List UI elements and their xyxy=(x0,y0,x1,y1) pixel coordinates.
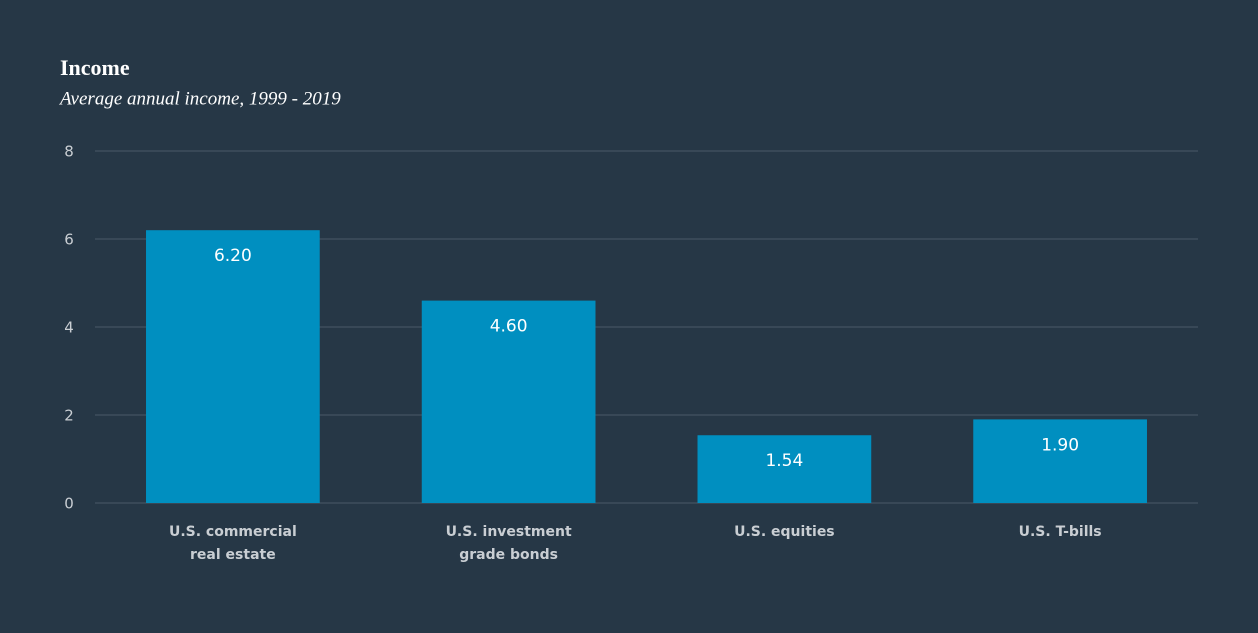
x-tick-label-line: U.S. commercial xyxy=(169,524,297,540)
bar xyxy=(973,419,1147,503)
bar xyxy=(697,435,872,503)
value-label: 1.90 xyxy=(1041,435,1079,455)
x-tick-label-line: U.S. T-bills xyxy=(1019,524,1102,540)
x-tick-label: U.S. commercial real estate xyxy=(169,524,297,563)
x-tick-label: U.S. equities xyxy=(734,524,835,540)
value-label: 4.60 xyxy=(490,317,528,337)
x-tick-label-line: grade bonds xyxy=(459,547,558,563)
chart-title: Income xyxy=(60,55,130,80)
y-tick-label: 6 xyxy=(64,231,74,249)
chart-subtitle: Average annual income, 1999 - 2019 xyxy=(58,88,341,109)
y-tick-label: 0 xyxy=(64,495,74,513)
y-tick-label: 4 xyxy=(64,319,74,337)
bar xyxy=(421,300,596,503)
x-tick-label: U.S. investment grade bonds xyxy=(446,524,572,563)
bar xyxy=(146,230,320,503)
value-label: 1.54 xyxy=(765,451,803,471)
x-tick-label: U.S. T-bills xyxy=(1019,524,1102,540)
y-tick-label: 2 xyxy=(64,407,74,425)
y-tick-label: 8 xyxy=(64,143,74,161)
x-tick-label-line: U.S. investment xyxy=(446,524,572,540)
x-tick-label-line: real estate xyxy=(190,547,276,563)
x-tick-label-line: U.S. equities xyxy=(734,524,835,540)
value-label: 6.20 xyxy=(214,246,252,266)
